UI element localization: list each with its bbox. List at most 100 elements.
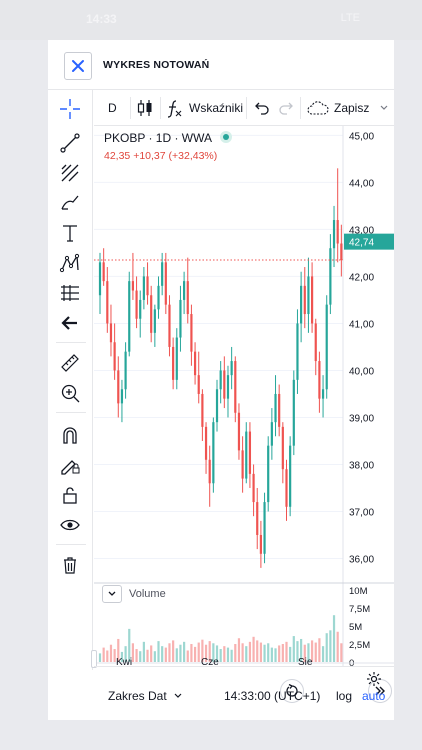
visibility-tool[interactable] [56,512,84,538]
undo-icon [255,102,269,115]
lock-tool[interactable] [56,482,84,508]
candle-body [332,220,336,249]
volume-bar [329,630,332,662]
volume-bar [281,644,284,662]
volume-bar [142,641,145,662]
volume-bar [321,646,325,662]
volume-bar [109,644,113,662]
price-tick-label: 43,00 [349,225,374,236]
drawing-toolbar [48,90,93,670]
brush-tool[interactable] [56,190,84,216]
volume-bar [212,643,215,662]
crosshair-icon [60,99,80,119]
chart-legend: PKOBP · 1D · WWA 42,35 +10,37 (+32,43%) [104,130,233,162]
volume-bar [303,644,306,662]
candle-body [139,299,142,319]
candle-body [179,299,182,338]
panel-resize-handle[interactable] [91,650,97,668]
volume-label: Volume [129,588,166,600]
volume-collapse-button[interactable] [102,585,122,603]
chart-toolbar: D Wskaźniki Zapisz [94,90,394,126]
price-tick-label: 38,00 [349,460,374,471]
magnet-tool[interactable] [56,422,84,448]
delete-drawings-tool[interactable] [56,552,84,578]
reset-chart-button[interactable] [280,679,304,703]
volume-bar [164,647,167,662]
undo-button[interactable] [254,90,270,126]
market-status-icon [220,131,233,143]
volume-pane-label: Volume [102,585,166,603]
date-range-button[interactable]: Zakres Dat [108,689,183,703]
volume-bar [256,640,259,662]
volume-bar [146,649,149,662]
volume-tick-label: 5M [349,622,362,633]
candle-body [285,469,288,507]
double-chevron-right-icon [375,686,385,696]
candle-body [201,393,204,427]
volume-tick-label: 2,5M [349,640,370,651]
status-time: 14:33 [86,12,117,26]
candle-body [226,375,230,399]
lock-drawings-tool[interactable] [56,452,84,478]
crosshair-tool[interactable] [56,96,84,122]
chart-area[interactable]: 45,00 44,00 43,00 42,00 41,00 40,00 39,00 38,00… [94,126,394,703]
volume-bar [292,636,295,662]
header: WYKRES NOTOWAŃ [48,40,394,90]
close-button[interactable] [64,52,92,80]
log-scale-toggle[interactable]: log [336,689,353,703]
volume-bar [310,640,314,662]
toolbar-divider [56,544,86,545]
brush-icon [61,195,79,210]
candle-body [102,262,105,282]
zoom-tool[interactable] [56,380,84,406]
volume-bar [204,644,208,662]
candle-body [124,351,127,390]
candle-body [208,459,211,484]
settings-button[interactable] [366,671,382,690]
candle-body [274,393,277,423]
candle-body [142,276,145,300]
candle-body [157,285,160,310]
candle-body [120,389,124,404]
indicators-button[interactable]: Wskaźniki [166,90,243,126]
volume-bar [241,643,244,662]
measure-tool[interactable] [56,350,84,376]
redo-button[interactable] [278,90,294,126]
fib-tool[interactable] [56,160,84,186]
candle-body [190,314,193,352]
volume-bar [168,643,171,662]
scroll-to-latest-button[interactable] [368,679,392,703]
magnet-icon [63,427,77,444]
save-button[interactable]: Zapisz [306,90,389,126]
volume-bar [340,643,343,662]
candle-body [329,248,332,305]
prediction-tool[interactable] [56,280,84,306]
arrow-left-icon [61,316,77,330]
chart-type-button[interactable] [136,90,154,126]
chart-screen: WYKRES NOTOWAŃ [48,40,394,720]
page-title: WYKRES NOTOWAŃ [103,59,210,71]
eye-icon [60,519,80,531]
interval-button[interactable]: D [108,101,117,115]
price-chart[interactable]: 45,00 44,00 43,00 42,00 41,00 40,00 39,00 38,00… [94,126,394,669]
toolbar-divider [300,97,301,119]
candle-body [168,304,171,347]
back-arrow-tool[interactable] [56,310,84,336]
reset-icon [286,684,298,697]
volume-bar [179,644,182,662]
text-tool[interactable] [56,220,84,246]
candle-body [321,389,325,399]
volume-bar [197,642,200,662]
symbol-title[interactable]: PKOBP · 1D · WWA [104,131,213,145]
candle-body [248,431,252,474]
timezone-button[interactable]: 14:33:00 (UTC+1) [224,689,321,703]
last-price-label: 42,74 [349,238,374,249]
price-tick-label: 45,00 [349,131,374,142]
trend-line-tool[interactable] [56,130,84,156]
volume-bar [296,641,299,662]
status-bar: 14:33 LTE [0,0,422,40]
volume-bar [219,649,222,662]
auto-scale-toggle[interactable]: auto [362,689,386,703]
candle-body [186,281,189,315]
pattern-tool[interactable] [56,250,84,276]
